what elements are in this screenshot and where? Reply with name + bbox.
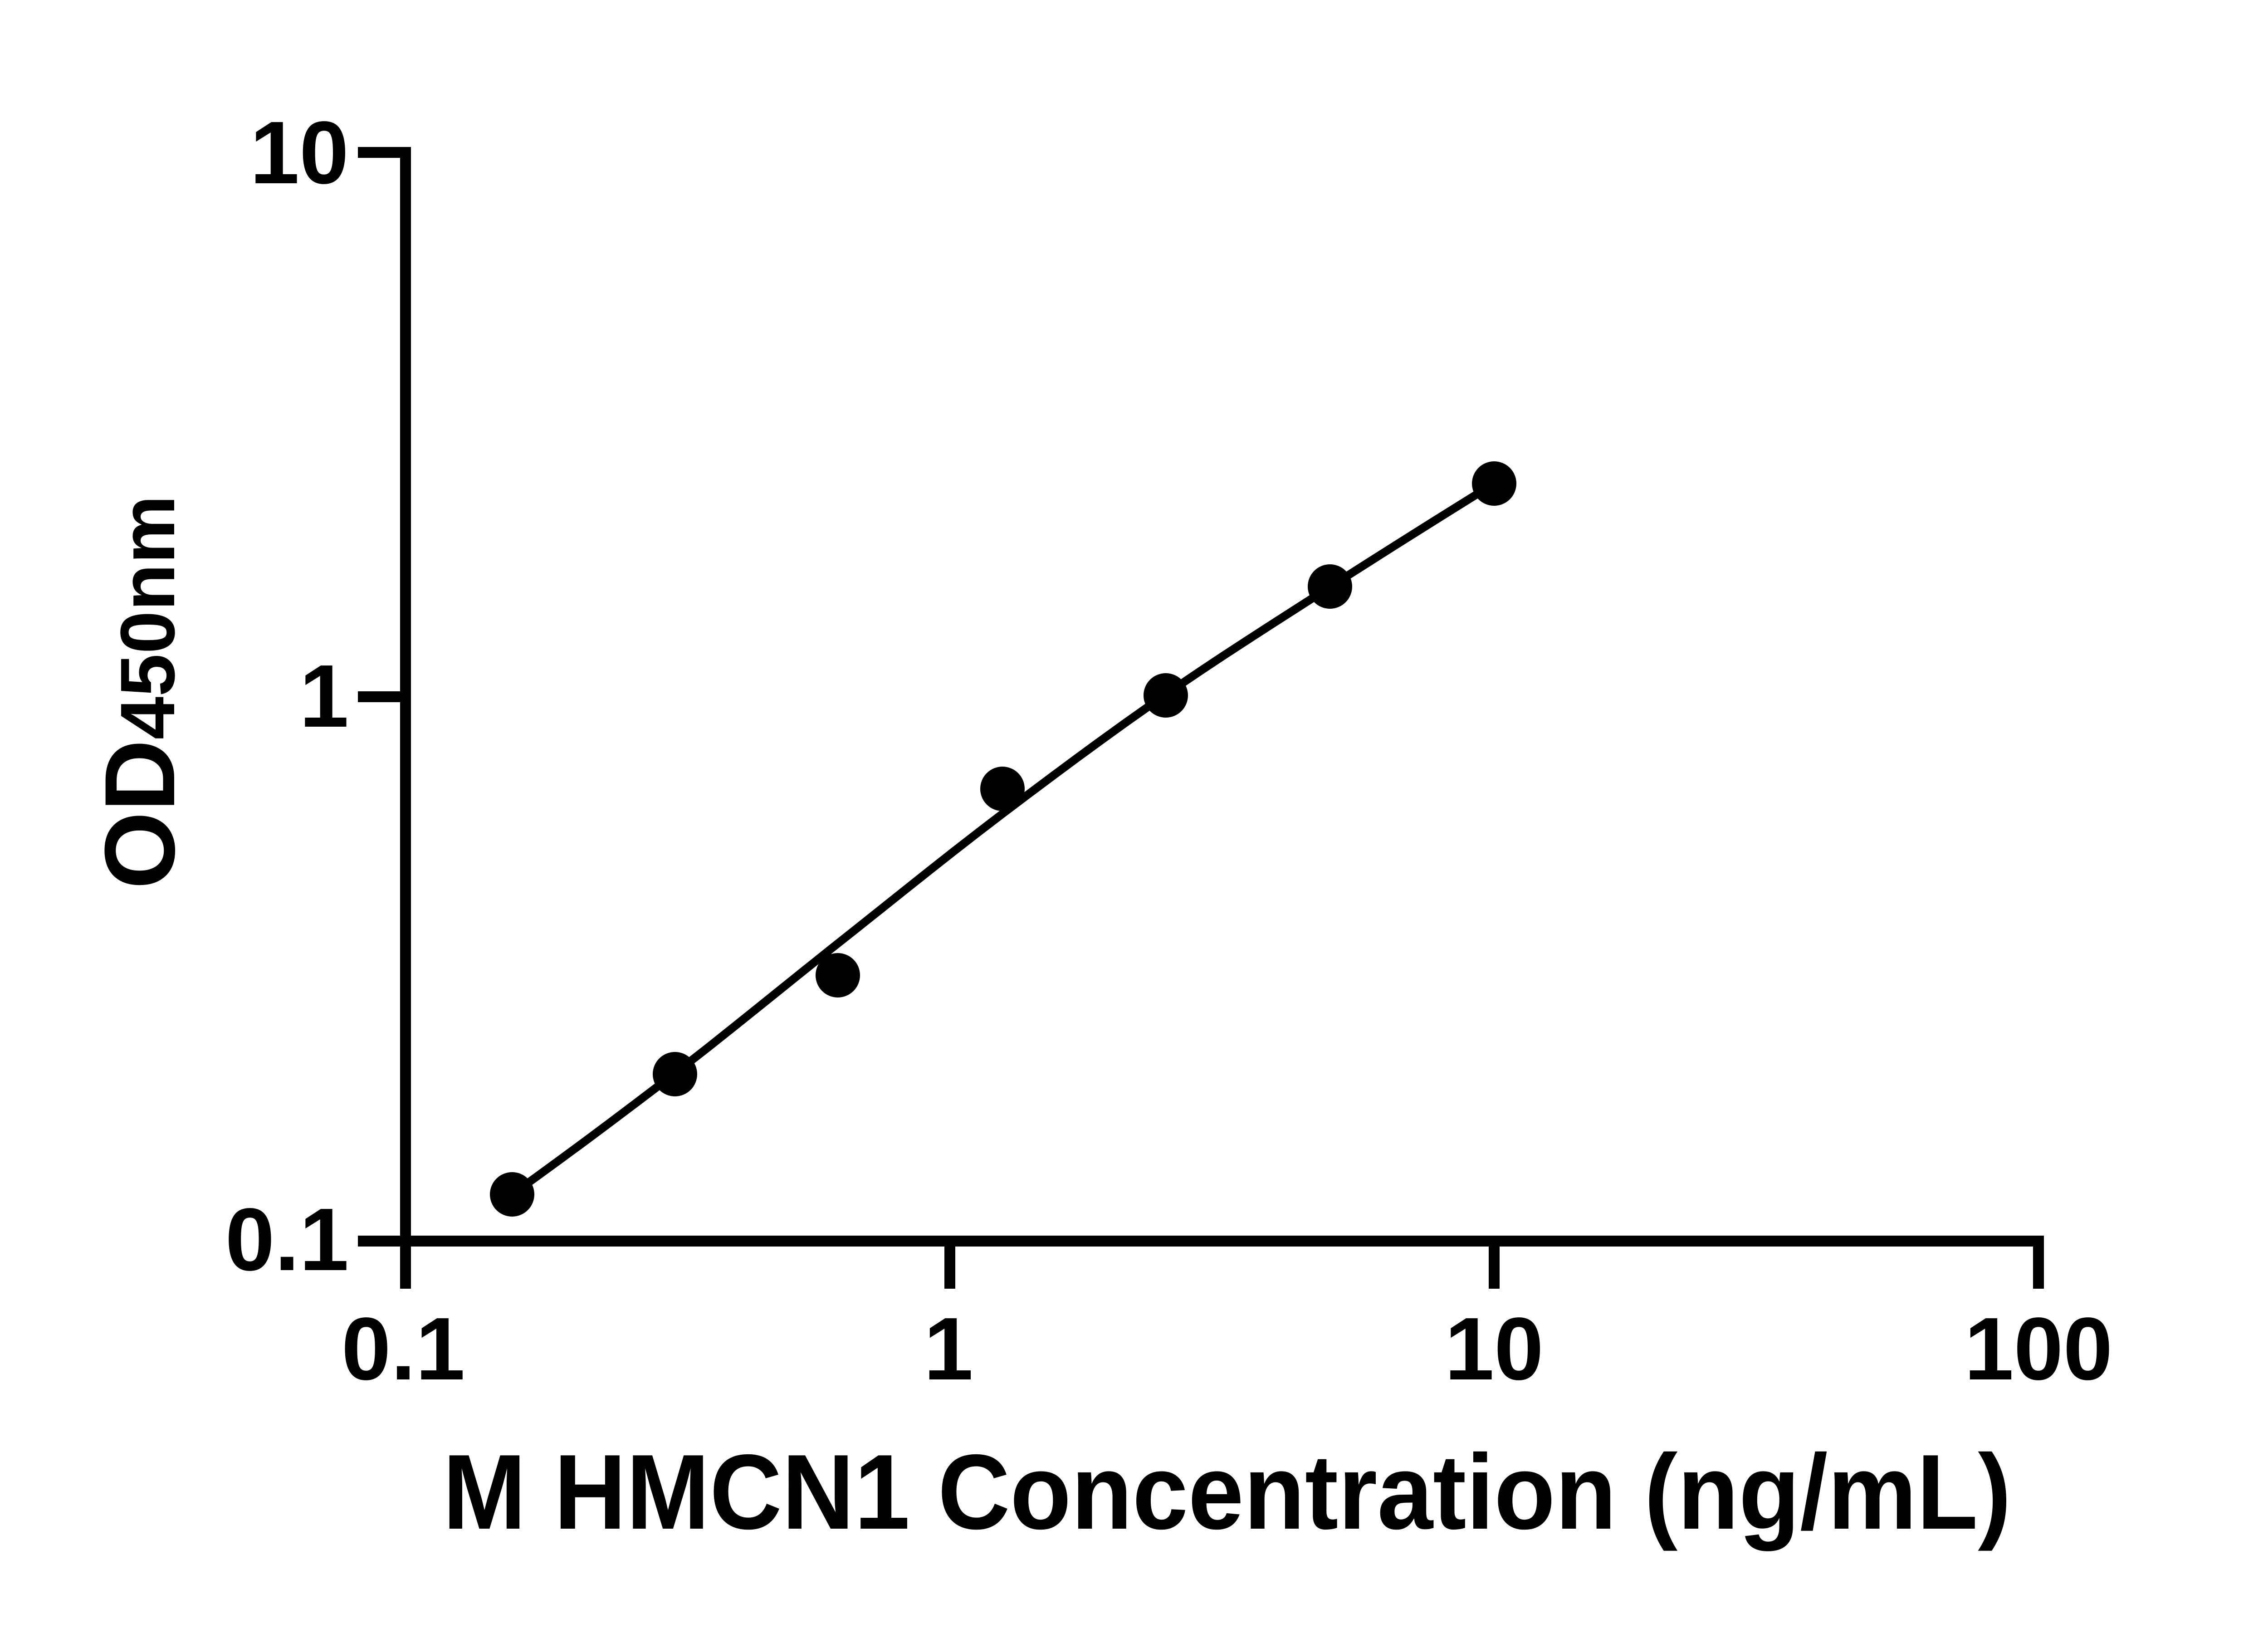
svg-text:M HMCN1 Concentration (ng/mL): M HMCN1 Concentration (ng/mL) xyxy=(443,1432,2011,1551)
svg-text:OD450nm: OD450nm xyxy=(84,495,196,890)
svg-text:10: 10 xyxy=(250,103,349,202)
svg-text:1: 1 xyxy=(299,646,349,746)
svg-text:1: 1 xyxy=(924,1299,973,1398)
svg-text:0.1: 0.1 xyxy=(225,1190,349,1289)
svg-text:100: 100 xyxy=(1964,1299,2112,1398)
svg-text:10: 10 xyxy=(1445,1299,1544,1398)
svg-text:0.1: 0.1 xyxy=(342,1299,465,1398)
